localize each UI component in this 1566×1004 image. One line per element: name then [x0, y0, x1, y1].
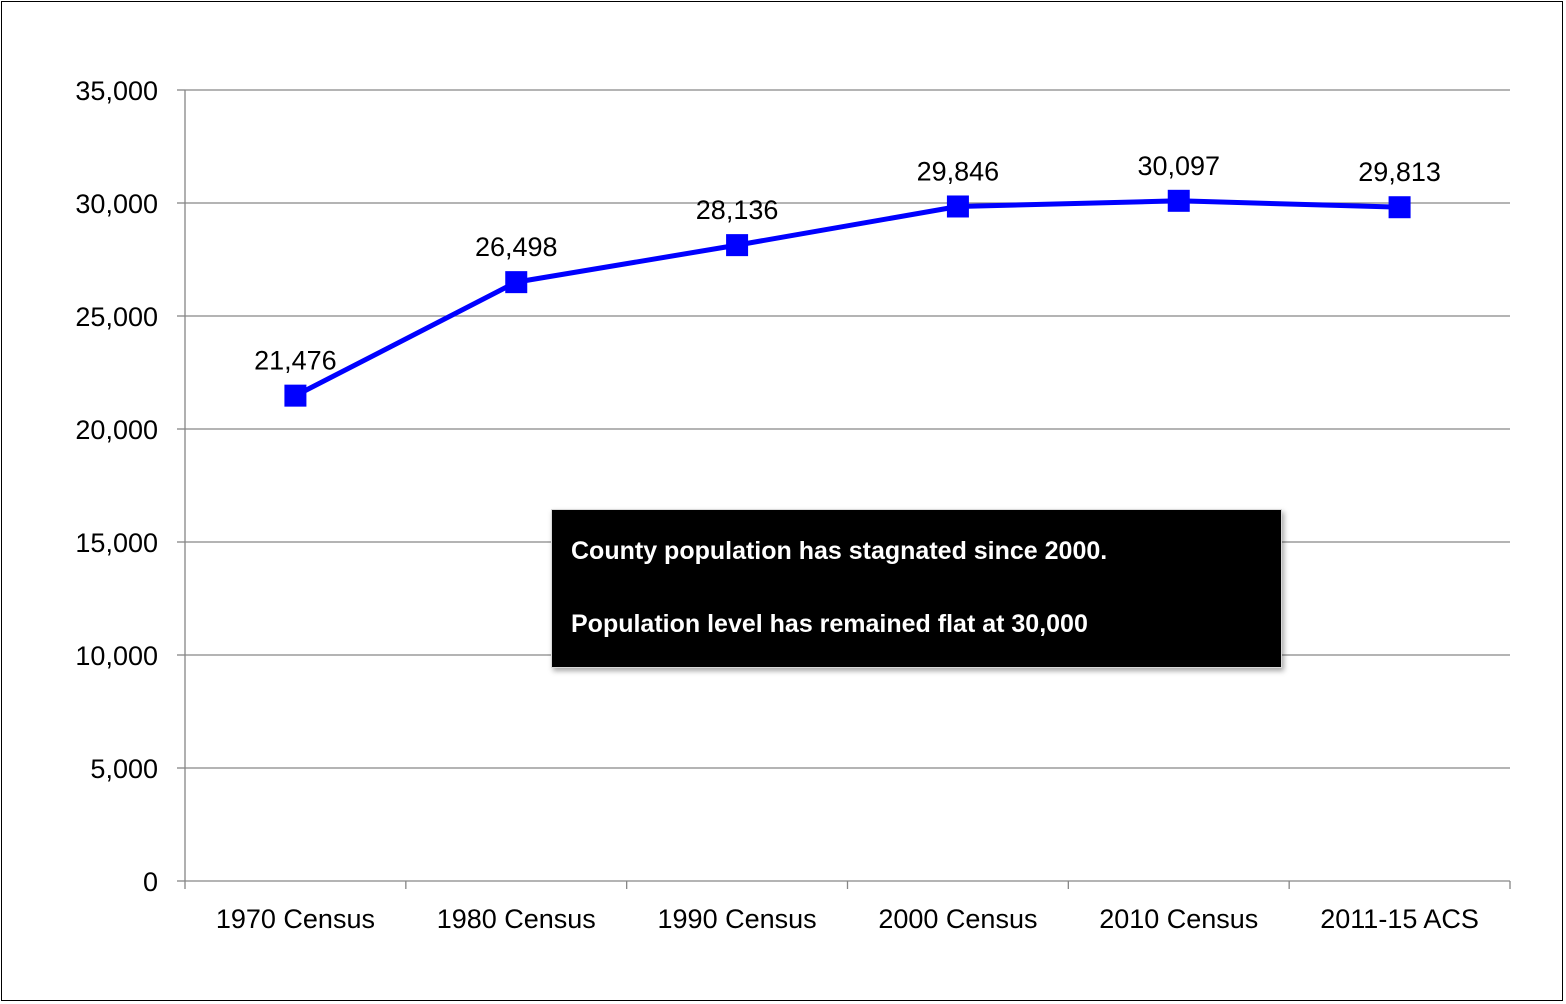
x-tick-label: 1980 Census: [437, 904, 596, 934]
data-label: 21,476: [254, 346, 337, 376]
y-tick-label: 30,000: [75, 189, 158, 219]
data-point-marker: [1167, 189, 1190, 212]
data-labels: 21,476 26,498 28,136 29,846 30,097 29,813: [254, 151, 1441, 376]
x-axis-tick-labels: 1970 Census 1980 Census 1990 Census 2000 Ce…: [216, 904, 1479, 934]
data-label: 29,846: [917, 156, 1000, 186]
data-label: 29,813: [1358, 157, 1441, 187]
y-tick-label: 5,000: [90, 754, 158, 784]
data-label: 28,136: [696, 195, 779, 225]
data-label: 26,498: [475, 232, 558, 262]
data-point-marker: [946, 195, 969, 218]
x-tick-label: 1990 Census: [658, 904, 817, 934]
x-tick-label: 2010 Census: [1099, 904, 1258, 934]
data-point-marker: [1388, 196, 1411, 219]
y-tick-label: 35,000: [75, 76, 158, 106]
y-axis-tick-labels: 0 5,000 10,000 15,000 20,000 25,000 30,000 35,0…: [75, 76, 158, 897]
x-tick-label: 1970 Census: [216, 904, 375, 934]
annotation-line-2: Population level has remained flat at 30…: [571, 610, 1088, 638]
x-tick-label: 2011-15 ACS: [1320, 904, 1479, 934]
x-tick-label: 2000 Census: [878, 904, 1037, 934]
y-tick-label: 25,000: [75, 302, 158, 332]
data-point-marker: [284, 384, 307, 407]
series-line: [294, 198, 1400, 398]
annotation-line-1: County population has stagnated since 20…: [571, 537, 1108, 565]
data-point-marker: [505, 271, 528, 294]
annotation-callout: County population has stagnated since 20…: [551, 509, 1282, 668]
y-tick-label: 15,000: [75, 528, 158, 558]
series-population: [284, 189, 1411, 407]
y-tick-label: 20,000: [75, 415, 158, 445]
axes: [177, 89, 1511, 889]
data-point-marker: [726, 234, 749, 257]
data-label: 30,097: [1137, 151, 1220, 181]
y-tick-label: 0: [143, 867, 158, 897]
y-tick-label: 10,000: [75, 641, 158, 671]
